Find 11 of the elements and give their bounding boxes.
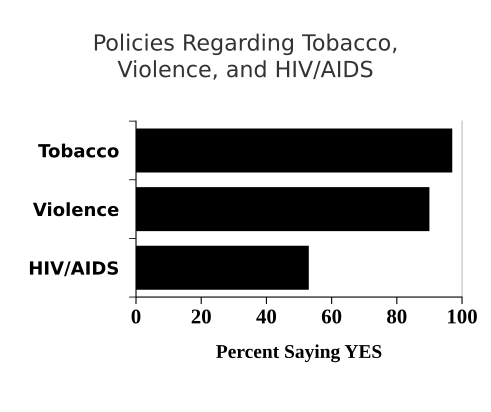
x-tick-label: 20 [192, 309, 211, 324]
x-tick-label: 60 [322, 309, 342, 324]
chart-title: Policies Regarding Tobacco, Violence, and HIV/AIDS [94, 34, 396, 80]
y-tick-label: Violence [32, 202, 118, 216]
x-tick-label: 100 [448, 309, 477, 324]
x-tick-label: 0 [132, 309, 140, 324]
y-tick-label: HIV/AIDS [30, 261, 118, 276]
x-tick-label: 80 [387, 309, 406, 324]
x-tick-label: 40 [256, 309, 276, 324]
x-axis-title: Percent Saying YES [216, 344, 382, 362]
y-tick-label: Tobacco [38, 144, 119, 158]
